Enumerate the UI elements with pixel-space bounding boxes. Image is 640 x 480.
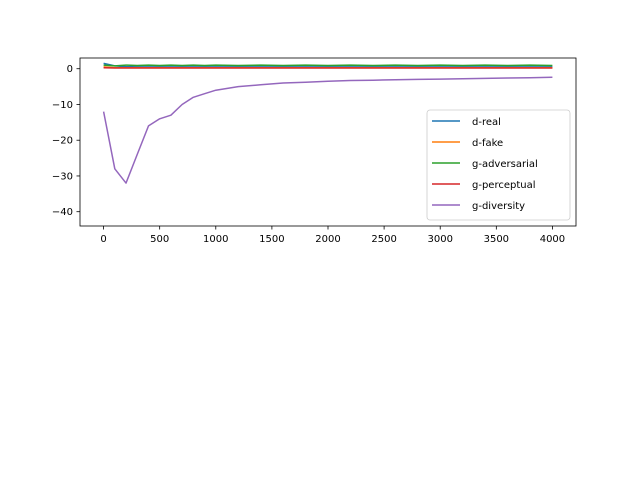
x-tick-label: 1000 (203, 234, 228, 245)
legend-label: g-adversarial (472, 159, 538, 170)
y-tick-label: −40 (52, 207, 73, 218)
x-tick-label: 1500 (259, 234, 284, 245)
legend-label: d-real (472, 117, 501, 128)
y-tick-label: −30 (52, 171, 73, 182)
x-tick-label: 4000 (540, 234, 565, 245)
series-line-g-diversity (102, 76, 553, 184)
series-line-g-adversarial (103, 64, 553, 67)
x-tick-label: 3000 (427, 234, 452, 245)
plot-frame (79, 57, 577, 227)
x-tick-label: 0 (100, 234, 106, 245)
y-tick-label: 0 (67, 64, 73, 75)
series-line-d-real (103, 62, 553, 68)
x-tick-label: 2500 (371, 234, 396, 245)
legend: d-real d-fake g-adversarial g-perceptual g-d… (426, 109, 571, 221)
x-tick-label: 500 (150, 234, 169, 245)
y-tick-label: −10 (52, 100, 73, 111)
legend-label: g-perceptual (472, 180, 536, 191)
legend-label: g-diversity (472, 201, 525, 212)
x-tick-label: 2000 (315, 234, 340, 245)
legend-label: d-fake (472, 138, 503, 149)
axes-layer: 0 500 1000 1500 2000 2500 3000 3500 4000 0 −10 −20 −… (52, 64, 565, 245)
series-layer (102, 62, 553, 184)
y-tick-label: −20 (52, 136, 73, 147)
x-tick-label: 3500 (484, 234, 509, 245)
legend-box (426, 109, 571, 221)
